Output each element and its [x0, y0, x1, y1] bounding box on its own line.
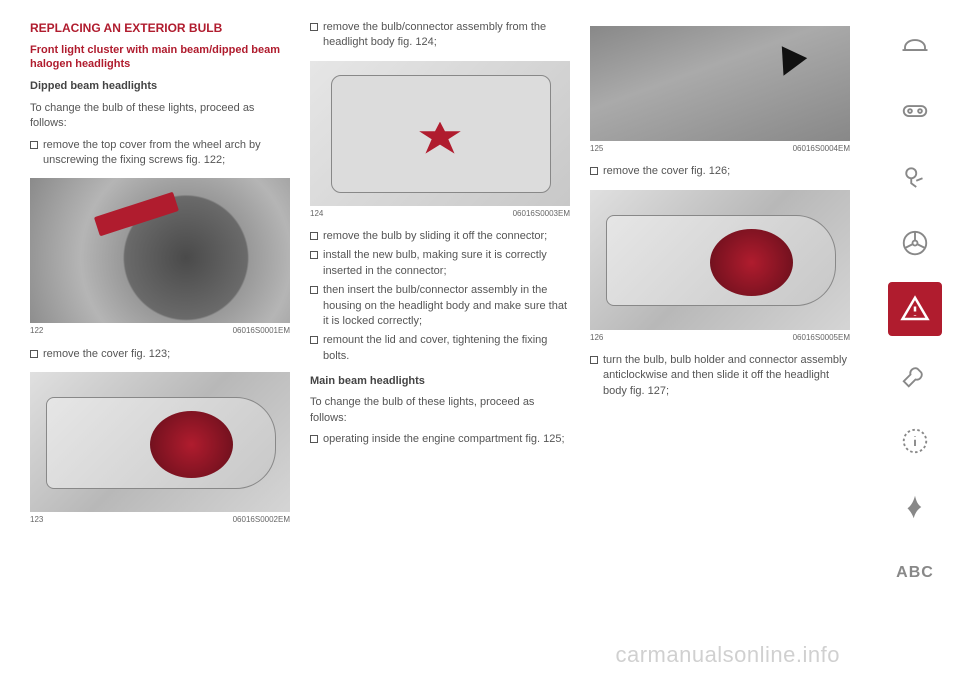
step-text: install the new bulb, making sure it is …	[323, 248, 570, 279]
abc-label: ABC	[896, 564, 934, 582]
step-text: remove the bulb by sliding it off the co…	[323, 229, 547, 244]
figure-126	[590, 190, 850, 330]
sidebar-wrench-icon[interactable]	[888, 348, 942, 402]
step-text: remove the top cover from the wheel arch…	[43, 138, 290, 169]
figure-caption: 125 06016S0004EM	[590, 143, 850, 154]
step-text: operating inside the engine compartment …	[323, 432, 565, 447]
figure-number: 123	[30, 514, 43, 525]
sidebar-info-icon[interactable]	[888, 414, 942, 468]
step-text: turn the bulb, bulb holder and connector…	[603, 353, 850, 399]
step-item: operating inside the engine compartment …	[310, 432, 570, 447]
figure-number: 124	[310, 208, 323, 219]
step-text: remount the lid and cover, tightening th…	[323, 333, 570, 364]
step-item: then insert the bulb/connector assembly …	[310, 283, 570, 329]
section-sidebar: ABC	[870, 0, 960, 678]
figure-caption: 123 06016S0002EM	[30, 514, 290, 525]
step-item: remount the lid and cover, tightening th…	[310, 333, 570, 364]
sidebar-dashboard-icon[interactable]	[888, 84, 942, 138]
section-title-dipped: Dipped beam headlights	[30, 79, 290, 94]
sub-heading: Front light cluster with main beam/dippe…	[30, 43, 290, 72]
figure-caption: 124 06016S0003EM	[310, 208, 570, 219]
bullet-icon	[310, 251, 318, 259]
step-text: remove the cover fig. 126;	[603, 164, 730, 179]
figure-caption: 126 06016S0005EM	[590, 332, 850, 343]
figure-code: 06016S0003EM	[513, 208, 570, 219]
bullet-icon	[590, 167, 598, 175]
column-1: REPLACING AN EXTERIOR BULB Front light c…	[30, 20, 290, 658]
figure-caption: 122 06016S0001EM	[30, 325, 290, 336]
step-item: remove the bulb by sliding it off the co…	[310, 229, 570, 244]
bullet-icon	[30, 350, 38, 358]
bullet-icon	[310, 336, 318, 344]
figure-125	[590, 26, 850, 141]
step-item: turn the bulb, bulb holder and connector…	[590, 353, 850, 399]
sidebar-abc-icon[interactable]: ABC	[888, 546, 942, 600]
step-text: remove the cover fig. 123;	[43, 347, 170, 362]
bullet-icon	[310, 23, 318, 31]
manual-page: REPLACING AN EXTERIOR BULB Front light c…	[0, 0, 870, 678]
figure-number: 125	[590, 143, 603, 154]
sidebar-car-icon[interactable]	[888, 18, 942, 72]
figure-number: 122	[30, 325, 43, 336]
figure-code: 06016S0001EM	[233, 325, 290, 336]
step-item: remove the cover fig. 126;	[590, 164, 850, 179]
figure-code: 06016S0005EM	[793, 332, 850, 343]
watermark: carmanualsonline.info	[615, 642, 840, 668]
intro-text: To change the bulb of these lights, proc…	[30, 101, 290, 132]
sidebar-warning-icon[interactable]	[888, 282, 942, 336]
bullet-icon	[310, 435, 318, 443]
figure-122	[30, 178, 290, 323]
step-text: remove the bulb/connector assembly from …	[323, 20, 570, 51]
section-title-main: Main beam headlights	[310, 374, 570, 389]
main-heading: REPLACING AN EXTERIOR BULB	[30, 20, 290, 37]
bullet-icon	[30, 141, 38, 149]
bullet-icon	[310, 232, 318, 240]
figure-124	[310, 61, 570, 206]
intro-text: To change the bulb of these lights, proc…	[310, 395, 570, 426]
step-item: remove the top cover from the wheel arch…	[30, 138, 290, 169]
figure-code: 06016S0002EM	[233, 514, 290, 525]
bullet-icon	[310, 286, 318, 294]
figure-123	[30, 372, 290, 512]
sidebar-steering-icon[interactable]	[888, 216, 942, 270]
figure-number: 126	[590, 332, 603, 343]
sidebar-audio-icon[interactable]	[888, 480, 942, 534]
step-text: then insert the bulb/connector assembly …	[323, 283, 570, 329]
sidebar-airbag-icon[interactable]	[888, 150, 942, 204]
figure-code: 06016S0004EM	[793, 143, 850, 154]
column-2: remove the bulb/connector assembly from …	[310, 20, 570, 658]
column-3: 125 06016S0004EM remove the cover fig. 1…	[590, 20, 850, 658]
bullet-icon	[590, 356, 598, 364]
step-item: install the new bulb, making sure it is …	[310, 248, 570, 279]
step-item: remove the cover fig. 123;	[30, 347, 290, 362]
step-item: remove the bulb/connector assembly from …	[310, 20, 570, 51]
